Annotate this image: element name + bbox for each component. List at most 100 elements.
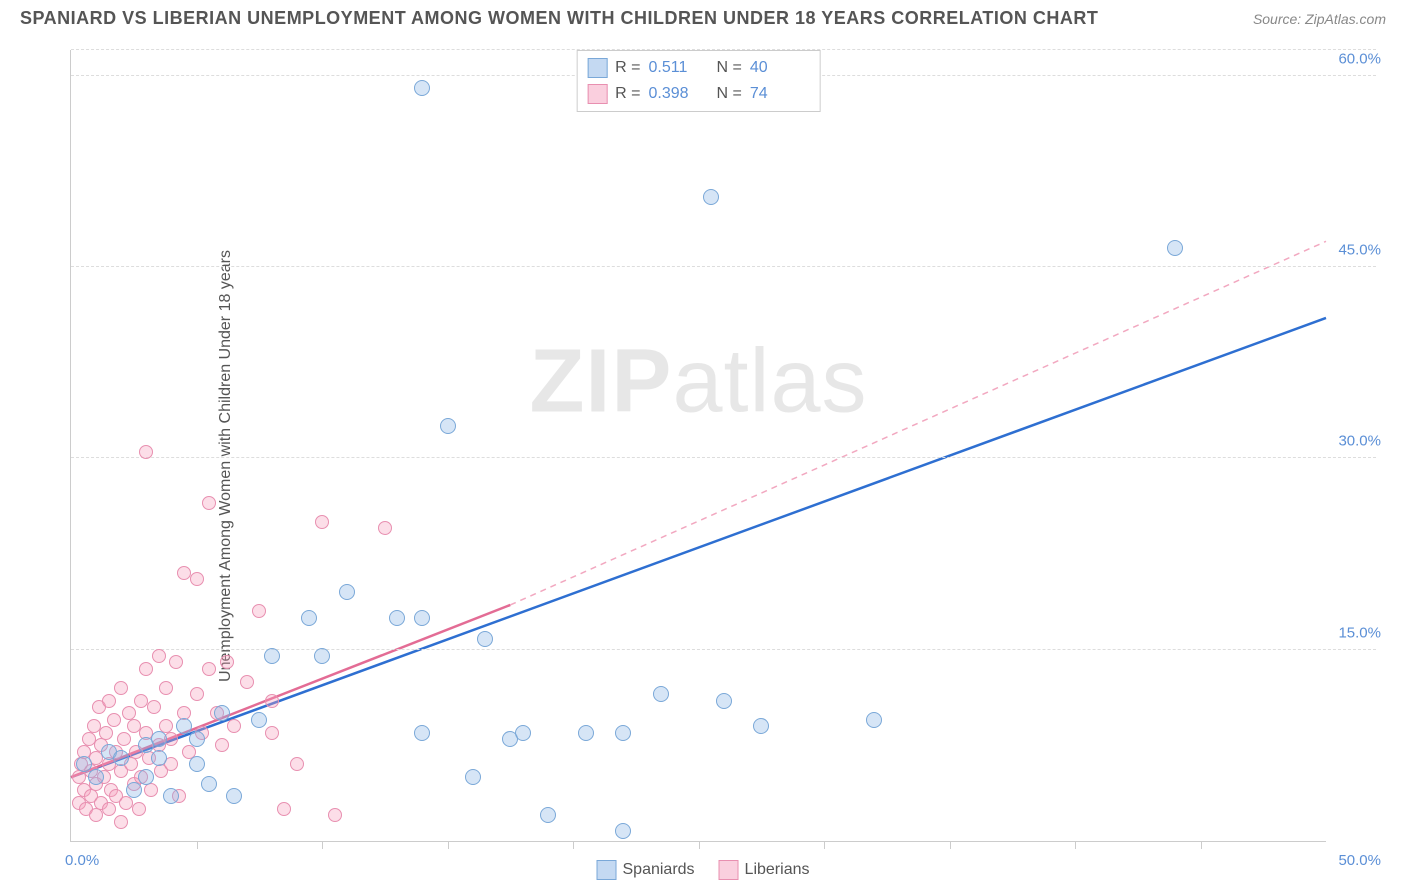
data-point-spaniards (866, 712, 882, 728)
swatch-blue-icon (597, 860, 617, 880)
watermark-atlas: atlas (672, 332, 867, 432)
series-legend: Spaniards Liberians (597, 860, 810, 880)
data-point-liberians (227, 719, 241, 733)
watermark-zip: ZIP (529, 332, 672, 432)
x-tick (950, 841, 951, 849)
data-point-liberians (265, 726, 279, 740)
legend-row-spaniards: R = 0.511 N = 40 (587, 55, 810, 81)
x-tick (1075, 841, 1076, 849)
data-point-liberians (102, 802, 116, 816)
data-point-spaniards (76, 756, 92, 772)
data-point-spaniards (1167, 240, 1183, 256)
data-point-spaniards (578, 725, 594, 741)
data-point-liberians (114, 681, 128, 695)
plot-area: R = 0.511 N = 40 R = 0.398 N = 74 ZIPatl… (70, 50, 1326, 842)
swatch-pink-icon (719, 860, 739, 880)
data-point-spaniards (477, 631, 493, 647)
data-point-liberians (132, 802, 146, 816)
data-point-spaniards (716, 693, 732, 709)
x-tick (1201, 841, 1202, 849)
watermark: ZIPatlas (529, 331, 867, 434)
data-point-spaniards (389, 610, 405, 626)
x-tick (573, 841, 574, 849)
chart-container: Unemployment Among Women with Children U… (20, 40, 1386, 892)
r-value-spaniards: 0.511 (649, 55, 709, 81)
trend-line-spaniards (71, 318, 1326, 777)
gridline (71, 266, 1376, 267)
legend-label-spaniards: Spaniards (623, 861, 695, 878)
data-point-liberians (147, 700, 161, 714)
data-point-spaniards (515, 725, 531, 741)
trend-extension-liberians (510, 241, 1326, 605)
x-tick (824, 841, 825, 849)
data-point-spaniards (465, 769, 481, 785)
chart-header: SPANIARD VS LIBERIAN UNEMPLOYMENT AMONG … (0, 0, 1406, 33)
data-point-liberians (252, 604, 266, 618)
data-point-liberians (240, 675, 254, 689)
data-point-spaniards (440, 418, 456, 434)
data-point-liberians (290, 757, 304, 771)
swatch-pink-icon (587, 84, 607, 104)
legend-label-liberians: Liberians (745, 861, 810, 878)
data-point-liberians (139, 445, 153, 459)
data-point-spaniards (226, 788, 242, 804)
legend-item-liberians: Liberians (719, 860, 810, 880)
data-point-spaniards (414, 80, 430, 96)
x-tick (197, 841, 198, 849)
legend-row-liberians: R = 0.398 N = 74 (587, 81, 810, 107)
x-tick (322, 841, 323, 849)
data-point-liberians (220, 655, 234, 669)
chart-title: SPANIARD VS LIBERIAN UNEMPLOYMENT AMONG … (20, 8, 1098, 29)
data-point-liberians (152, 649, 166, 663)
data-point-spaniards (163, 788, 179, 804)
data-point-liberians (190, 687, 204, 701)
y-tick-label: 60.0% (1338, 50, 1381, 67)
data-point-liberians (378, 521, 392, 535)
data-point-liberians (169, 655, 183, 669)
data-point-spaniards (138, 769, 154, 785)
legend-item-spaniards: Spaniards (597, 860, 695, 880)
n-label: N = (717, 55, 742, 81)
data-point-liberians (190, 572, 204, 586)
x-tick-label: 0.0% (65, 852, 99, 869)
data-point-spaniards (540, 807, 556, 823)
gridline (71, 457, 1376, 458)
data-point-liberians (159, 681, 173, 695)
data-point-spaniards (251, 712, 267, 728)
n-value-liberians: 74 (750, 81, 810, 107)
data-point-spaniards (414, 725, 430, 741)
swatch-blue-icon (587, 58, 607, 78)
data-point-liberians (139, 662, 153, 676)
data-point-spaniards (615, 823, 631, 839)
data-point-liberians (114, 815, 128, 829)
data-point-spaniards (88, 769, 104, 785)
data-point-spaniards (615, 725, 631, 741)
data-point-spaniards (201, 776, 217, 792)
y-tick-label: 30.0% (1338, 433, 1381, 450)
data-point-spaniards (703, 189, 719, 205)
source-attribution: Source: ZipAtlas.com (1253, 11, 1386, 27)
x-tick (699, 841, 700, 849)
data-point-spaniards (113, 750, 129, 766)
r-value-liberians: 0.398 (649, 81, 709, 107)
data-point-liberians (315, 515, 329, 529)
n-label: N = (717, 81, 742, 107)
data-point-liberians (215, 738, 229, 752)
r-label: R = (615, 81, 640, 107)
data-point-spaniards (414, 610, 430, 626)
data-point-spaniards (264, 648, 280, 664)
data-point-liberians (102, 694, 116, 708)
data-point-spaniards (339, 584, 355, 600)
x-tick (448, 841, 449, 849)
data-point-spaniards (314, 648, 330, 664)
data-point-liberians (99, 726, 113, 740)
data-point-liberians (277, 802, 291, 816)
data-point-liberians (202, 496, 216, 510)
data-point-liberians (202, 662, 216, 676)
correlation-legend: R = 0.511 N = 40 R = 0.398 N = 74 (576, 50, 821, 112)
data-point-liberians (117, 732, 131, 746)
y-tick-label: 15.0% (1338, 624, 1381, 641)
n-value-spaniards: 40 (750, 55, 810, 81)
y-tick-label: 45.0% (1338, 241, 1381, 258)
data-point-spaniards (653, 686, 669, 702)
